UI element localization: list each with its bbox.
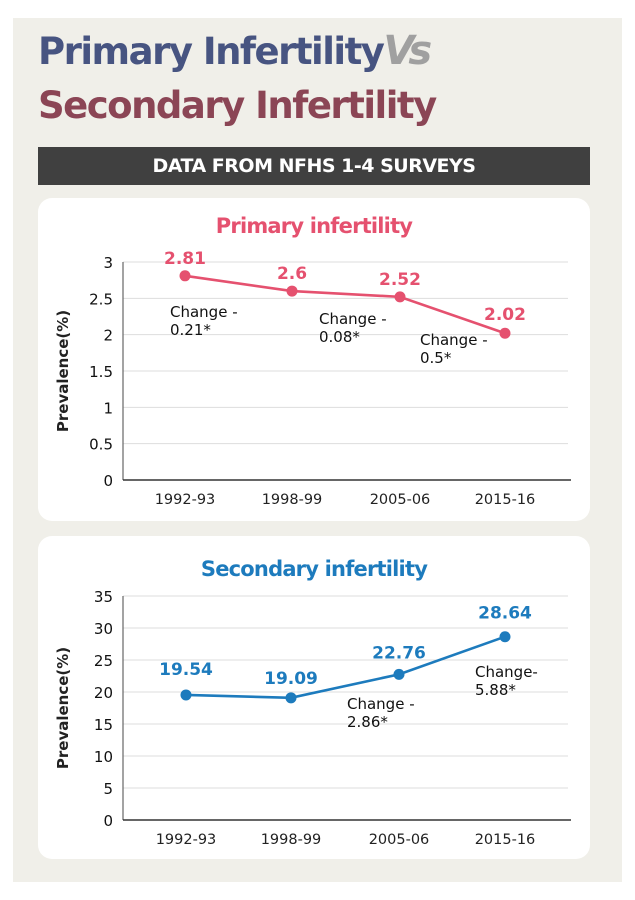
y-tick-label: 0 [103,812,113,830]
data-point [180,689,192,701]
data-label: 2.52 [379,270,421,290]
change-annotation-line1: Change- [475,663,538,681]
series-line [185,635,506,700]
y-tick-label: 2.5 [89,290,113,308]
y-tick-label: 10 [94,748,113,766]
secondary-chart-card: Secondary infertility 0 5 10 15 20 25 30 35 Preva… [38,536,590,859]
data-point [393,668,405,680]
x-tick-label: 2005-06 [369,832,430,848]
y-axis-label: Prevalence(%) [54,647,72,769]
data-label: 28.64 [478,604,532,624]
y-tick-label: 0.5 [89,436,113,454]
data-point [285,692,297,704]
y-tick-label: 5 [103,780,113,798]
title-line-1: Primary InfertilityVs [38,28,432,74]
data-point [394,291,406,303]
y-tick-label: 25 [94,652,113,670]
change-annotation-line1: Change - [170,303,238,321]
change-annotation-line2: 5.88* [475,681,516,699]
change-annotation-line2: 2.86* [347,713,388,731]
x-tick-label: 1998-99 [261,832,322,848]
y-tick-label: 1 [103,399,113,417]
data-point [499,631,511,643]
data-label: 2.6 [277,264,307,284]
data-label: 19.54 [159,660,213,680]
change-annotation-line1: Change - [319,310,387,328]
data-point [499,327,511,339]
y-tick-label: 3 [103,254,113,272]
x-tick-label: 1998-99 [262,492,323,508]
y-tick-label: 30 [94,620,113,638]
chart-title: Primary infertility [216,214,414,238]
change-annotation-line1: Change - [420,331,488,349]
change-annotation-line2: 0.5* [420,349,452,367]
y-tick-label: 15 [94,716,113,734]
change-annotation-line2: 0.08* [319,328,360,346]
y-tick-label: 0 [103,472,113,490]
x-tick-label: 2005-06 [370,492,431,508]
x-tick-label: 1992-93 [156,832,217,848]
x-tick-label: 1992-93 [155,492,216,508]
data-label: 22.76 [372,643,426,663]
y-tick-label: 2 [103,327,113,345]
change-annotation-line2: 0.21* [170,321,211,339]
primary-infertility-chart: Primary infertility 0 0.5 1 1.5 2 2.5 3 Prevalen… [54,214,571,508]
x-tick-label: 2015-16 [475,832,536,848]
y-axis-label: Prevalence(%) [54,310,72,432]
y-tick-label: 1.5 [89,363,113,381]
data-label: 2.02 [484,305,526,325]
data-label: 2.81 [164,249,206,269]
chart-title: Secondary infertility [201,557,428,581]
data-point [286,285,298,297]
series-line [184,274,506,335]
change-annotation-line1: Change - [347,695,415,713]
primary-chart-card: Primary infertility 0 0.5 1 1.5 2 2.5 3 Prevalen… [38,198,590,521]
title-primary-text: Primary Infertility [38,30,385,73]
secondary-infertility-chart: Secondary infertility 0 5 10 15 20 25 30 35 Preva… [54,557,571,848]
source-banner: DATA FROM NFHS 1-4 SURVEYS [38,147,590,185]
y-tick-label: 35 [94,588,113,606]
x-tick-label: 2015-16 [475,492,536,508]
y-tick-label: 20 [94,684,113,702]
vs-text: Vs [383,28,432,74]
title-line-2: Secondary Infertility [38,84,437,127]
data-label: 19.09 [264,669,318,689]
data-point [179,270,191,282]
